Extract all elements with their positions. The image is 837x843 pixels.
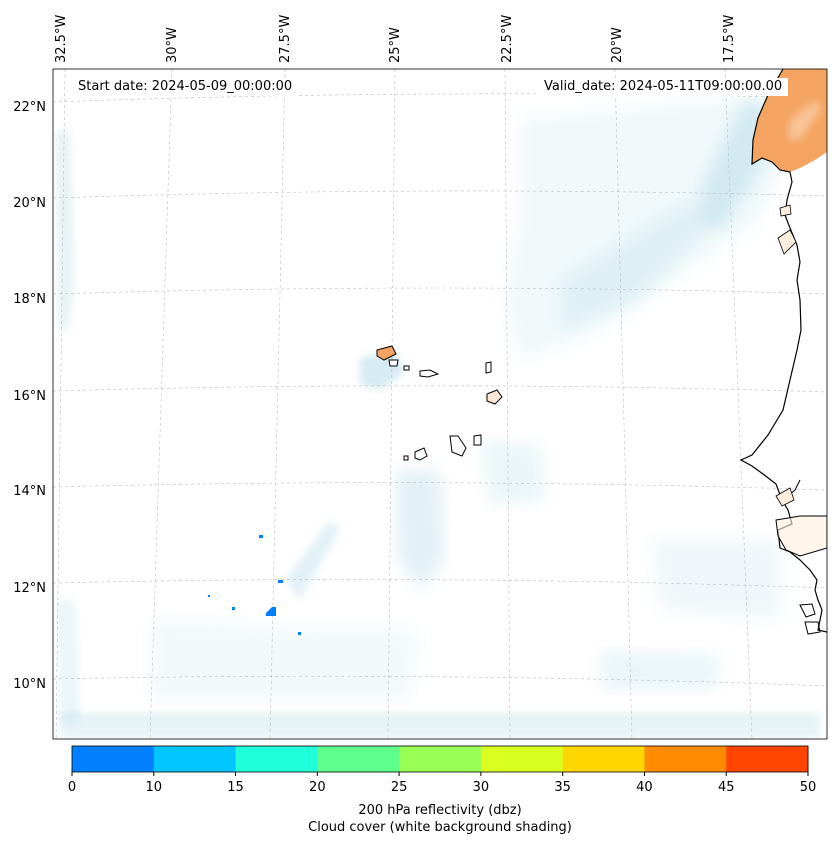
cloud-west-edge: [55, 130, 75, 330]
lon-label: 22.5°W: [500, 15, 515, 63]
colorbar-ticks: 0 10 15 20 25 30 35 40 45 50: [68, 772, 816, 795]
map-area: [53, 69, 827, 739]
island-boa-vista: [486, 389, 503, 405]
lat-label: 22°N: [13, 100, 46, 115]
parallel-22n: [53, 93, 827, 103]
cloud-central-column: [395, 470, 445, 590]
colorbar-segment: [317, 746, 400, 772]
lat-label: 18°N: [13, 292, 46, 307]
reflectivity-cell: [208, 595, 210, 597]
cloud-south-central: [150, 620, 420, 700]
lon-label: 27.5°W: [278, 15, 293, 63]
cloud-east-coast-patch: [650, 540, 780, 620]
island-maio: [473, 434, 482, 446]
start-date-label: Start date: 2024-05-09_00:00:00: [72, 78, 299, 96]
colorbar-tick-label: 20: [309, 780, 326, 795]
reflectivity-cell: [298, 632, 301, 635]
island-sao-nicolau: [419, 369, 440, 378]
colorbar-tick-label: 30: [473, 780, 490, 795]
africa-coastline: [739, 69, 827, 633]
reflectivity-cell: [266, 607, 276, 616]
graticule: [53, 69, 827, 739]
island-brava: [403, 455, 409, 461]
colorbar: 0 10 15 20 25 30 35 40 45 50 200 hPa reflectivity…: [68, 745, 816, 835]
parallel-16n: [53, 385, 827, 393]
colorbar-segment: [644, 746, 727, 772]
colorbar-segment: [480, 746, 564, 772]
colorbar-tick-label: 0: [68, 780, 76, 795]
cape-verde-islands: [376, 345, 503, 461]
colorbar-tick-label: 40: [636, 780, 653, 795]
meridian-27-5w: [269, 69, 286, 739]
longitude-labels: 32.5°W 30°W 27.5°W 25°W 22.5°W 20°W 17.5…: [54, 15, 737, 63]
coast-islet-north: [779, 204, 792, 217]
lat-label: 20°N: [13, 196, 46, 211]
africa-coast-detail: [775, 515, 827, 557]
parallel-14n: [53, 482, 827, 491]
colorbar-segments: [72, 746, 809, 772]
parallel-18n: [53, 287, 827, 295]
colorbar-frame: [71, 745, 809, 773]
valid-date-label: Valid_date: 2024-05-11T09:00:00.00: [538, 78, 789, 96]
colorbar-tick-label: 15: [227, 780, 244, 795]
parallel-12n: [53, 579, 827, 589]
island-santiago: [449, 435, 467, 457]
map-frame: [52, 68, 828, 740]
colorbar-label-line1: 200 hPa reflectivity (dbz): [358, 803, 521, 818]
bijagos-islands: [799, 603, 821, 635]
lon-label: 20°W: [610, 27, 625, 63]
cloud-east-patch: [480, 440, 545, 505]
latitude-labels: 22°N 20°N 18°N 16°N 14°N 12°N 10°N: [13, 100, 46, 692]
land-highlight: [788, 100, 822, 140]
colorbar-tick-label: 25: [391, 780, 408, 795]
meridian-20w: [614, 69, 633, 739]
colorbar-label-line2: Cloud cover (white background shading): [308, 820, 572, 835]
parallel-10n: [53, 675, 827, 687]
colorbar-segment: [235, 746, 318, 772]
meridian-22-5w: [504, 69, 511, 739]
colorbar-tick-label: 10: [146, 780, 163, 795]
lat-label: 16°N: [13, 389, 46, 404]
coast-islet-mid: [777, 229, 797, 255]
colorbar-segment: [562, 746, 645, 772]
lon-label: 17.5°W: [722, 15, 737, 63]
coast-islet-gambia: [775, 487, 795, 507]
lat-label: 10°N: [13, 677, 46, 692]
colorbar-tick-label: 35: [554, 780, 571, 795]
colorbar-segment: [726, 746, 809, 772]
island-sao-vicente: [388, 359, 399, 367]
island-santa-luzia: [403, 365, 410, 371]
reflectivity-cells: [208, 535, 301, 635]
island-sal: [485, 361, 492, 374]
meridian-32-5w: [55, 69, 66, 739]
cloud-band-diagonal: [560, 200, 720, 330]
cloud-west-edge-south: [56, 600, 80, 725]
island-fogo: [414, 447, 428, 461]
cloud-southeast-patch: [600, 650, 720, 690]
lon-label: 30°W: [165, 27, 180, 63]
meridian-25w: [387, 69, 396, 739]
meridian-30w: [149, 69, 173, 739]
cloud-cover-shading: [55, 95, 820, 738]
lat-label: 14°N: [13, 484, 46, 499]
reflectivity-cell: [232, 607, 235, 610]
lon-label: 32.5°W: [54, 15, 69, 63]
colorbar-tick-label: 50: [800, 780, 817, 795]
lon-label: 25°W: [388, 27, 403, 63]
meridian-17-5w: [724, 69, 753, 739]
colorbar-segment: [153, 746, 237, 772]
reflectivity-cell: [259, 535, 263, 538]
island-santo-antao: [376, 345, 397, 361]
colorbar-tick-label: 45: [718, 780, 735, 795]
colorbar-segment: [72, 746, 155, 772]
colorbar-segment: [399, 746, 482, 772]
parallel-20n: [53, 190, 827, 199]
lat-label: 12°N: [13, 581, 46, 596]
cloud-southwest-streak: [285, 520, 340, 600]
reflectivity-cell: [278, 580, 283, 583]
cloud-south-strip: [60, 712, 820, 738]
